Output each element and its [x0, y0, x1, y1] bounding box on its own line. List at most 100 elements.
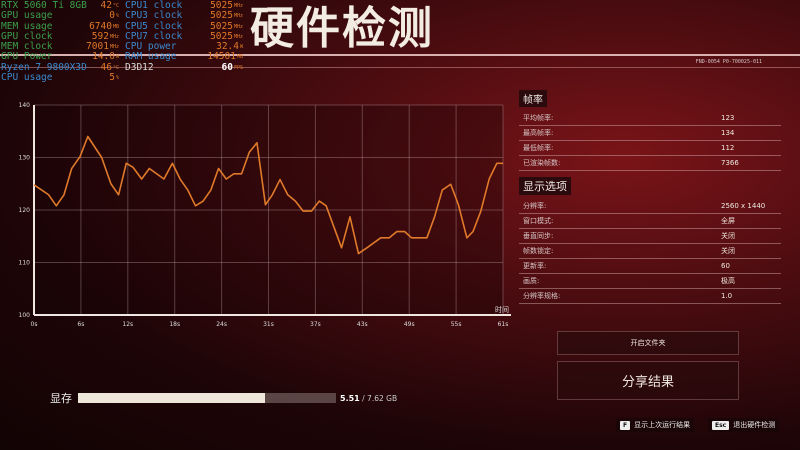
overlay-unit: MHz: [233, 23, 243, 30]
stat-row: 最低帧率: 112: [519, 141, 781, 156]
overlay-unit: MHz: [233, 3, 243, 9]
y-tick-label: 130: [19, 155, 31, 162]
stat-value: 7366: [721, 159, 739, 167]
overlay-value: 14501: [207, 51, 236, 63]
overlay-row: CPU5 clock 5025MHz: [125, 20, 243, 32]
x-tick-label: 37s: [310, 321, 321, 328]
performance-overlay: RTX 5060 Ti 8GB 42°C GPU usage 0% MEM usage 6…: [1, 0, 243, 83]
overlay-label: CPU3 clock: [125, 10, 183, 22]
overlay-value: 5025: [210, 20, 233, 32]
stat-value: 112: [721, 144, 735, 152]
x-tick-label: 55s: [451, 321, 462, 328]
x-tick-label: 31s: [263, 321, 274, 328]
x-tick-label: 0s: [31, 321, 38, 328]
stat-label: 画质:: [523, 277, 540, 285]
stat-value: 关闭: [721, 232, 735, 240]
stat-label: 分辨率规格:: [523, 292, 561, 300]
show-last-results-label: 显示上次运行结果: [634, 421, 691, 429]
exit-hint[interactable]: Esc 退出硬件检测: [708, 418, 780, 432]
header-divider-secondary: [0, 67, 800, 68]
overlay-unit: MHz: [109, 33, 119, 40]
stat-label: 帧数锁定:: [523, 247, 554, 255]
plot-area: [34, 105, 503, 315]
stat-label: 最高帧率:: [523, 129, 554, 137]
x-tick-label: 49s: [404, 321, 415, 328]
stat-row: 平均帧率: 123: [519, 111, 781, 126]
overlay-unit: FPS: [233, 64, 243, 71]
overlay-unit: W: [115, 54, 119, 61]
overlay-unit: MB: [112, 23, 119, 30]
overlay-row: MEM usage 6740MB: [1, 20, 119, 32]
overlay-value: 5025: [210, 0, 233, 11]
open-folder-button[interactable]: 开启文件夹: [557, 331, 739, 355]
overlay-value: 6740: [89, 20, 112, 32]
vram-total: / 7.62 GB: [362, 393, 398, 403]
framerate-heading: 帧率: [519, 90, 547, 107]
stat-row: 分辨率: 2560 x 1440: [519, 199, 781, 214]
vram-bar: [78, 393, 336, 403]
overlay-row: GPU usage 0%: [1, 10, 119, 21]
overlay-label: CPU5 clock: [125, 20, 183, 32]
x-tick-label: 24s: [216, 321, 227, 328]
stat-label: 分辨率:: [523, 202, 547, 210]
stat-row: 更新率: 60: [519, 259, 781, 274]
overlay-row: MEM clock 7001MHz: [1, 41, 119, 53]
overlay-row: CPU power 32.4W: [125, 41, 243, 53]
overlay-value: 60: [221, 61, 233, 73]
overlay-label: CPU7 clock: [125, 30, 183, 42]
y-tick-label: 100: [19, 312, 31, 319]
stat-value: 60: [721, 262, 730, 270]
vram-used: 5.51: [340, 393, 360, 403]
build-code: FND-0054 P0-700025-011: [695, 59, 762, 65]
overlay-label: CPU1 clock: [125, 0, 183, 11]
overlay-value: 46: [100, 61, 112, 73]
overlay-unit: %: [115, 13, 119, 20]
vram-bar-fill: [78, 393, 265, 403]
stats-panel: 帧率 平均帧率: 123 最高帧率: 134 最低帧率: 112 已渲染帧数: 7366 显示…: [519, 88, 781, 304]
stat-row: 最高帧率: 134: [519, 126, 781, 141]
y-tick-label: 140: [19, 102, 31, 109]
stat-value: 1.0: [721, 292, 733, 300]
overlay-value: 14.0: [92, 51, 115, 63]
stat-row: 垂直同步: 关闭: [519, 229, 781, 244]
overlay-value: 592: [91, 30, 109, 42]
overlay-label: Ryzen 7 9800X3D: [1, 61, 87, 73]
page-title: 硬件检测: [250, 3, 434, 54]
overlay-label: D3D12: [125, 61, 154, 73]
stat-value: 123: [721, 114, 735, 122]
share-results-button[interactable]: 分享结果: [557, 361, 739, 400]
overlay-label: GPU clock: [1, 30, 53, 42]
overlay-unit: °C: [112, 64, 119, 71]
overlay-unit: MHz: [233, 33, 243, 40]
x-tick-label: 18s: [169, 321, 180, 328]
key-esc: Esc: [712, 420, 730, 430]
exit-label: 退出硬件检测: [733, 421, 776, 429]
overlay-value: 5025: [210, 30, 233, 42]
stat-row: 帧数锁定: 关闭: [519, 244, 781, 259]
stat-label: 平均帧率:: [523, 114, 554, 122]
framerate-chart: 0s 6s 12s 18s 24s 31s 37s 43s 49s 55s 61s 100 110 120…: [19, 102, 511, 328]
x-axis-label: 时间: [495, 305, 509, 314]
header-divider: [0, 54, 800, 56]
stat-label: 最低帧率:: [523, 144, 554, 152]
show-last-results-hint[interactable]: F 显示上次运行结果: [616, 418, 695, 432]
overlay-value: 5025: [210, 10, 233, 22]
stat-label: 更新率:: [523, 262, 547, 270]
stat-row: 窗口模式: 全屏: [519, 214, 781, 229]
overlay-label: RTX 5060 Ti 8GB: [1, 0, 87, 11]
overlay-value: 7001: [86, 41, 109, 53]
display-options-heading: 显示选项: [519, 177, 571, 195]
overlay-row: GPU clock 592MHz: [1, 30, 119, 42]
overlay-unit: MHz: [109, 44, 119, 51]
vram-usage: 显存 5.51 / 7.62 GB: [50, 390, 397, 406]
overlay-row: CPU1 clock 5025MHz: [125, 0, 243, 11]
overlay-row: CPU7 clock 5025MHz: [125, 30, 243, 42]
overlay-unit: MHz: [233, 13, 243, 20]
overlay-value: 32.4: [216, 41, 239, 53]
overlay-row: Ryzen 7 9800X3D 46°C: [1, 61, 119, 73]
stat-row: 已渲染帧数: 7366: [519, 156, 781, 171]
overlay-row: RTX 5060 Ti 8GB 42°C: [1, 0, 119, 11]
overlay-label: MEM usage: [1, 20, 53, 32]
stat-value: 全屏: [721, 217, 735, 225]
stat-row: 分辨率规格: 1.0: [519, 289, 781, 304]
